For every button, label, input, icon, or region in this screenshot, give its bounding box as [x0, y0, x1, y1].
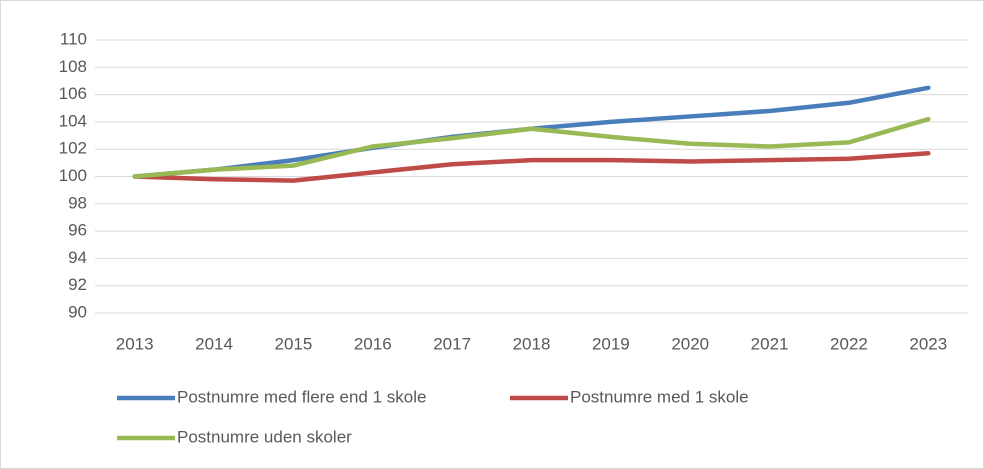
y-tick-label: 110: [60, 29, 87, 48]
x-tick-label: 2023: [909, 334, 947, 353]
legend-label: Postnumre med 1 skole: [570, 387, 749, 406]
x-tick-label: 2020: [671, 334, 709, 353]
y-tick-label: 106: [59, 84, 87, 103]
series-line: [132, 151, 931, 183]
y-tick-label: 108: [59, 57, 87, 76]
x-tick-label: 2019: [592, 334, 630, 353]
y-tick-label: 102: [59, 139, 87, 158]
y-tick-label: 104: [59, 111, 87, 130]
x-tick-label: 2018: [513, 334, 551, 353]
y-tick-label: 98: [68, 193, 87, 212]
y-tick-label: 90: [68, 302, 87, 321]
x-tick-label: 2022: [830, 334, 868, 353]
x-tick-label: 2013: [116, 334, 154, 353]
x-tick-label: 2017: [433, 334, 471, 353]
legend-label: Postnumre med flere end 1 skole: [177, 387, 426, 406]
y-tick-label: 94: [68, 248, 87, 267]
x-tick-label: 2015: [274, 334, 312, 353]
y-tick-label: 96: [68, 221, 87, 240]
series-line: [132, 116, 931, 179]
y-tick-label: 100: [59, 166, 87, 185]
x-tick-label: 2021: [751, 334, 789, 353]
legend-label: Postnumre uden skoler: [177, 427, 352, 446]
x-tick-label: 2014: [195, 334, 233, 353]
x-tick-label: 2016: [354, 334, 392, 353]
y-tick-label: 92: [68, 275, 87, 294]
